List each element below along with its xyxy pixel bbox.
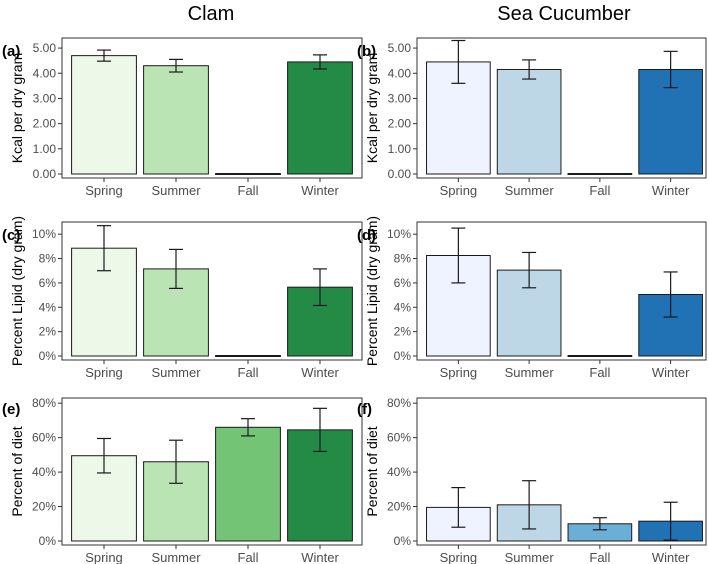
bar-fall xyxy=(215,173,281,175)
y-axis-label: Percent of diet xyxy=(364,426,380,516)
panel-label: (d) xyxy=(357,227,376,244)
bar-fall xyxy=(567,355,633,357)
x-tick-label: Winter xyxy=(652,183,690,198)
x-tick-label: Fall xyxy=(589,365,610,380)
bar-summer xyxy=(496,68,562,175)
x-tick-label: Fall xyxy=(238,365,259,380)
bar-spring xyxy=(71,55,137,175)
column-title-sea-cucumber: Sea Cucumber xyxy=(497,3,631,25)
y-axis-label: Percent of diet xyxy=(9,426,25,516)
x-tick-label: Fall xyxy=(238,550,259,564)
x-tick-label: Winter xyxy=(301,550,339,564)
bar-winter xyxy=(287,61,353,175)
x-tick-label: Winter xyxy=(301,365,339,380)
panel-label: (c) xyxy=(2,227,20,244)
y-tick-label: 80% xyxy=(387,396,411,410)
y-tick-label: 5.00 xyxy=(388,41,412,55)
y-axis-label: Kcal per dry gram xyxy=(364,53,380,163)
y-tick-label: 8% xyxy=(39,252,57,266)
panel-label: (f) xyxy=(357,401,372,418)
y-tick-label: 4% xyxy=(39,300,57,314)
y-tick-label: 60% xyxy=(32,431,56,445)
y-tick-label: 10% xyxy=(387,227,411,241)
y-tick-label: 10% xyxy=(32,227,56,241)
x-tick-label: Spring xyxy=(85,183,123,198)
x-tick-label: Winter xyxy=(652,550,690,564)
y-tick-label: 1.00 xyxy=(33,142,57,156)
y-tick-label: 20% xyxy=(32,500,56,514)
x-tick-label: Spring xyxy=(85,550,123,564)
y-tick-label: 4% xyxy=(394,300,412,314)
y-tick-label: 2.00 xyxy=(33,117,57,131)
y-tick-label: 0.00 xyxy=(33,167,57,181)
y-tick-label: 40% xyxy=(32,465,56,479)
x-tick-label: Summer xyxy=(505,183,555,198)
y-tick-label: 5.00 xyxy=(33,41,57,55)
panel-label: (a) xyxy=(2,43,20,60)
bar-summer xyxy=(143,65,209,175)
y-tick-label: 0% xyxy=(394,349,412,363)
x-tick-label: Spring xyxy=(440,183,478,198)
y-tick-label: 3.00 xyxy=(33,91,57,105)
x-tick-label: Fall xyxy=(589,550,610,564)
x-tick-label: Spring xyxy=(440,365,478,380)
column-title-clam: Clam xyxy=(188,3,235,25)
x-tick-label: Summer xyxy=(151,550,201,564)
y-tick-label: 0% xyxy=(394,534,412,548)
y-tick-label: 2% xyxy=(39,325,57,339)
y-tick-label: 0% xyxy=(39,534,57,548)
y-tick-label: 6% xyxy=(394,276,412,290)
x-tick-label: Summer xyxy=(505,365,555,380)
x-tick-label: Spring xyxy=(85,365,123,380)
bar-fall xyxy=(215,355,281,357)
y-tick-label: 0% xyxy=(39,349,57,363)
y-tick-label: 20% xyxy=(387,500,411,514)
y-axis-label: Percent Lipid (dry gram) xyxy=(9,216,25,366)
x-tick-label: Summer xyxy=(505,550,555,564)
bar-fall xyxy=(567,173,633,175)
y-tick-label: 8% xyxy=(394,252,412,266)
y-tick-label: 2.00 xyxy=(388,117,412,131)
x-tick-label: Fall xyxy=(589,183,610,198)
y-tick-label: 0.00 xyxy=(388,167,412,181)
x-tick-label: Winter xyxy=(301,183,339,198)
y-tick-label: 4.00 xyxy=(33,66,57,80)
y-tick-label: 6% xyxy=(39,276,57,290)
panel-label: (e) xyxy=(2,401,20,418)
y-tick-label: 3.00 xyxy=(388,91,412,105)
y-tick-label: 40% xyxy=(387,465,411,479)
x-tick-label: Winter xyxy=(652,365,690,380)
y-tick-label: 80% xyxy=(32,396,56,410)
y-tick-label: 1.00 xyxy=(388,142,412,156)
y-tick-label: 2% xyxy=(394,325,412,339)
y-axis-label: Kcal per dry gram xyxy=(9,53,25,163)
x-tick-label: Spring xyxy=(440,550,478,564)
y-tick-label: 60% xyxy=(387,431,411,445)
x-tick-label: Summer xyxy=(151,365,201,380)
x-tick-label: Fall xyxy=(238,183,259,198)
y-axis-label: Percent Lipid (dry gram) xyxy=(364,216,380,366)
x-tick-label: Summer xyxy=(151,183,201,198)
y-tick-label: 4.00 xyxy=(388,66,412,80)
panel-label: (b) xyxy=(357,43,376,60)
bar-fall xyxy=(215,426,281,542)
